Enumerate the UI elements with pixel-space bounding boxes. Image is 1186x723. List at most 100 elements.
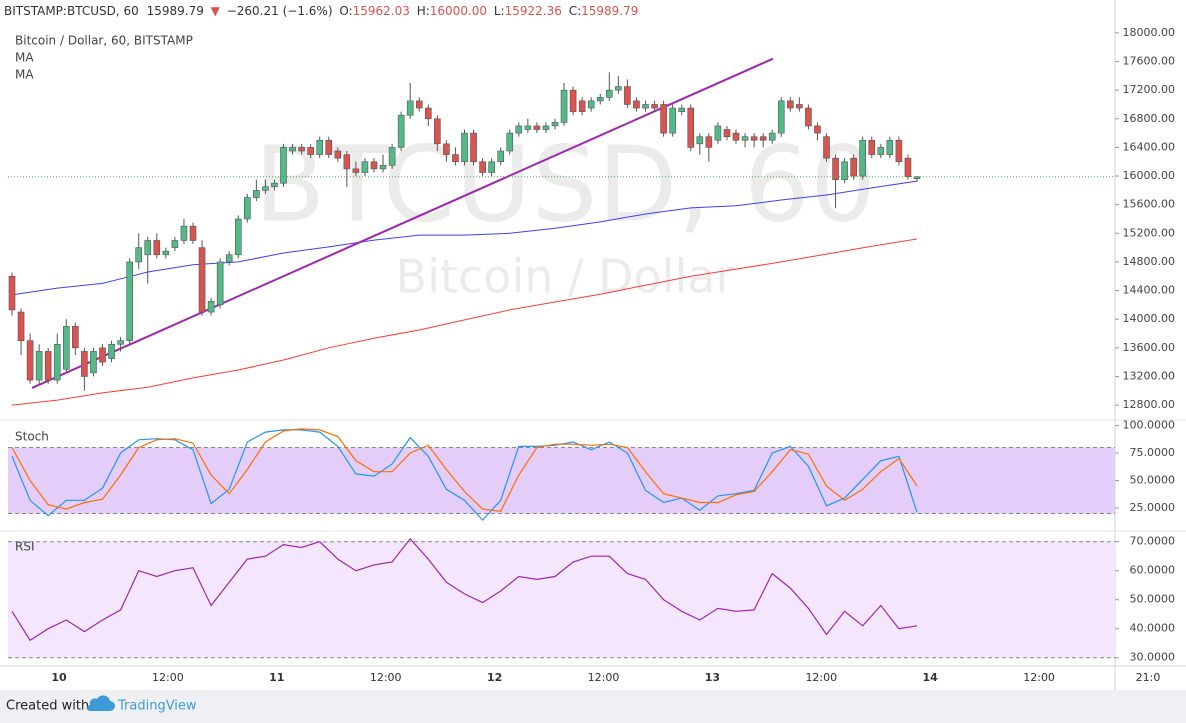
candle-body <box>479 161 486 173</box>
candle-body <box>687 107 695 148</box>
candle-body <box>533 125 541 130</box>
candle-body <box>234 218 242 256</box>
candle-body <box>696 136 704 145</box>
candle-body <box>615 86 622 91</box>
candle-body <box>99 347 106 363</box>
candle-body <box>343 154 351 170</box>
candle-body <box>651 104 658 109</box>
candle-body <box>44 351 52 381</box>
candle-body <box>506 132 514 152</box>
y-tick-label: 15200.00 <box>1123 226 1176 239</box>
candle-body <box>497 150 505 163</box>
candle-body <box>406 100 414 116</box>
candle-body <box>162 250 170 256</box>
candle-body <box>669 107 676 134</box>
open-value: 15962.03 <box>353 4 410 18</box>
candle-body <box>189 225 197 241</box>
candle-body <box>334 150 342 159</box>
y-tick-label: 50.0000 <box>1130 474 1176 487</box>
candle-body <box>90 351 97 374</box>
y-tick-label: 40.0000 <box>1130 622 1176 635</box>
y-tick-label: 12800.00 <box>1123 398 1176 411</box>
x-tick-label: 10 <box>51 671 67 684</box>
candle-body <box>72 326 79 349</box>
y-tick-label: 30.0000 <box>1130 651 1176 664</box>
candle-body <box>153 240 161 256</box>
candle-body <box>289 147 296 152</box>
y-tick-label: 18000.00 <box>1123 26 1176 39</box>
moving-average <box>11 180 918 296</box>
legend-entry: MA <box>15 68 34 82</box>
candle-body <box>805 107 812 127</box>
last-price: 15989.79 <box>147 4 204 18</box>
candle-body <box>642 104 649 109</box>
change: −260.21 (−1.6%) <box>227 4 333 18</box>
close-value: 15989.79 <box>581 4 638 18</box>
candle-body <box>705 136 713 148</box>
y-tick-label: 60.0000 <box>1130 564 1176 577</box>
candle-body <box>171 240 179 248</box>
x-tick-label: 11 <box>269 671 284 684</box>
y-tick-label: 13200.00 <box>1123 369 1176 382</box>
y-tick-label: 25.0000 <box>1130 501 1176 514</box>
change-arrow: ▼ <box>211 4 221 18</box>
y-tick-label: 13600.00 <box>1123 341 1176 354</box>
low-value: 15922.36 <box>505 4 562 18</box>
candle-body <box>379 165 387 170</box>
candle-body <box>814 125 821 134</box>
candle-body <box>777 100 785 134</box>
close-label: C: <box>569 4 581 18</box>
x-tick-label: 21:0 <box>1136 671 1161 684</box>
candle-body <box>35 351 43 381</box>
candle-body <box>633 100 640 109</box>
candle-body <box>515 125 523 134</box>
footer-logo <box>87 695 115 711</box>
y-tick-label: 14400.00 <box>1123 284 1176 297</box>
candle-body <box>26 340 34 381</box>
x-tick-label: 12:00 <box>152 671 184 684</box>
legend-entry: MA <box>15 51 34 65</box>
candle-body <box>452 154 459 163</box>
candle-body <box>135 247 142 263</box>
candle-body <box>596 97 604 102</box>
high-value: 16000.00 <box>430 4 487 18</box>
candle-body <box>307 147 314 155</box>
watermark-name: Bitcoin / Dollar <box>396 250 735 304</box>
candle-body <box>253 190 260 198</box>
candle-body <box>388 147 396 166</box>
y-tick-label: 16000.00 <box>1123 169 1176 182</box>
candle-body <box>750 136 758 141</box>
candle-body <box>768 132 776 141</box>
x-tick-label: 12:00 <box>370 671 402 684</box>
candle-body <box>569 89 577 112</box>
candle-body <box>578 100 586 112</box>
legend-title: Bitcoin / Dollar, 60, BITSTAMP <box>15 34 193 48</box>
candle-body <box>660 104 667 134</box>
candle-body <box>298 147 305 152</box>
candle-body <box>207 301 215 313</box>
y-tick-label: 50.0000 <box>1130 593 1176 606</box>
x-tick-label: 13 <box>705 671 720 684</box>
pane-label: Stoch <box>15 430 49 444</box>
footer-brand[interactable]: TradingView <box>117 699 197 714</box>
y-tick-label: 16800.00 <box>1123 112 1176 125</box>
x-tick-label: 14 <box>923 671 939 684</box>
candle-body <box>397 114 405 148</box>
candle-body <box>741 136 749 141</box>
candle-body <box>551 122 559 127</box>
candle-body <box>868 139 876 155</box>
high-label: H: <box>417 4 430 18</box>
y-tick-label: 100.0000 <box>1123 419 1176 432</box>
pane-label: RSI <box>15 540 35 554</box>
y-tick-label: 15600.00 <box>1123 198 1176 211</box>
candle-body <box>786 100 794 109</box>
footer-text: Created with <box>6 699 89 714</box>
x-tick-label: 12:00 <box>1023 671 1055 684</box>
candle-body <box>759 136 767 141</box>
candle-body <box>714 125 722 141</box>
candle-body <box>723 129 731 137</box>
candle-body <box>461 132 468 163</box>
candle-body <box>316 139 324 155</box>
